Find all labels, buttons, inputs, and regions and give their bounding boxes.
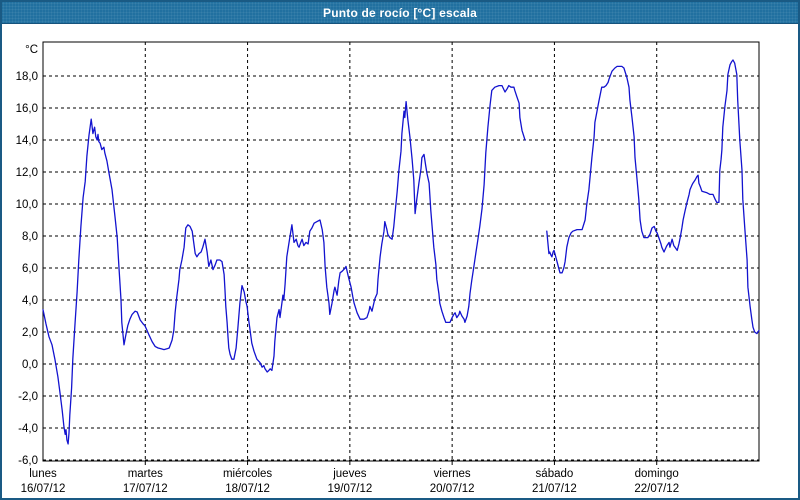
x-day-label: sábado xyxy=(536,468,574,480)
title-bar: Punto de rocío [°C] escala xyxy=(2,2,798,24)
chart-title: Punto de rocío [°C] escala xyxy=(322,5,478,20)
y-tick-label: -6,0 xyxy=(18,455,38,467)
y-tick-label: 14,0 xyxy=(16,135,38,147)
dewpoint-chart: 18,0 16,0 14,0 12,0 10,0 8,0 6,0 4,0 2,0 0,0 -2,0 -… xyxy=(16,41,760,495)
y-tick-label: 6,0 xyxy=(22,263,38,275)
dewpoint-line xyxy=(42,59,760,445)
y-tick-label: 8,0 xyxy=(22,231,38,243)
x-date-label: 16/07/12 xyxy=(21,483,66,495)
y-tick-label: -2,0 xyxy=(18,391,38,403)
y-tick-label: 16,0 xyxy=(16,103,38,115)
y-tick-label: 12,0 xyxy=(16,167,38,179)
x-day-label: viernes xyxy=(434,468,471,480)
x-date-label: 17/07/12 xyxy=(123,483,168,495)
x-day-label: miércoles xyxy=(223,468,272,480)
x-date-label: 21/07/12 xyxy=(532,483,577,495)
x-day-label: lunes xyxy=(29,468,57,480)
x-day-label: martes xyxy=(128,468,163,480)
x-axis-labels: lunes 16/07/12 martes 17/07/12 miércoles 18/0… xyxy=(21,468,679,495)
y-tick-label: 2,0 xyxy=(22,327,38,339)
y-axis-labels: 18,0 16,0 14,0 12,0 10,0 8,0 6,0 4,0 2,0 0,0 -2,0 -… xyxy=(16,71,38,467)
y-tick-label: -4,0 xyxy=(18,423,38,435)
y-gridlines xyxy=(43,75,759,461)
x-gridlines xyxy=(144,42,658,465)
x-date-label: 20/07/12 xyxy=(430,483,475,495)
x-day-label: jueves xyxy=(332,468,366,480)
y-tick-label: 18,0 xyxy=(16,71,38,83)
plot-border xyxy=(42,41,760,462)
x-day-label: domingo xyxy=(635,468,679,480)
y-axis-unit-label: °C xyxy=(25,44,38,56)
x-date-label: 19/07/12 xyxy=(327,483,372,495)
y-tick-label: 0,0 xyxy=(22,359,38,371)
x-date-label: 18/07/12 xyxy=(225,483,270,495)
y-tick-label: 4,0 xyxy=(22,295,38,307)
chart-area: 18,0 16,0 14,0 12,0 10,0 8,0 6,0 4,0 2,0 0,0 -2,0 -… xyxy=(2,24,798,498)
y-tick-label: 10,0 xyxy=(16,199,38,211)
x-date-label: 22/07/12 xyxy=(634,483,679,495)
